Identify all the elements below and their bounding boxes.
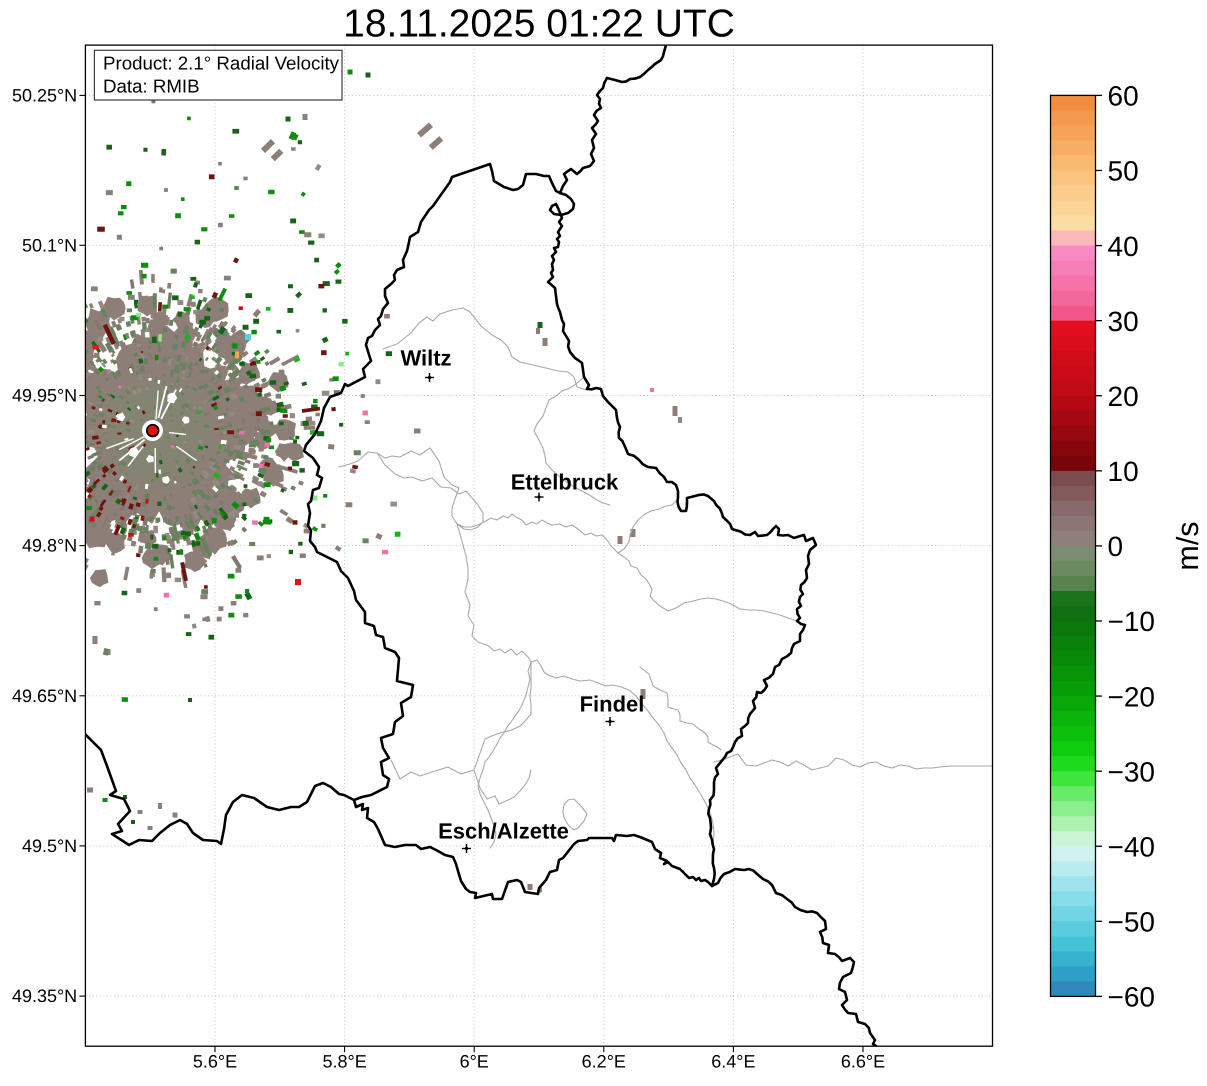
svg-text:−60: −60 — [1108, 982, 1156, 1013]
svg-text:10: 10 — [1108, 456, 1139, 487]
svg-text:49.35°N: 49.35°N — [12, 986, 77, 1006]
svg-text:50.1°N: 50.1°N — [22, 235, 77, 255]
svg-text:−20: −20 — [1108, 681, 1156, 712]
svg-text:Esch/Alzette: Esch/Alzette — [438, 819, 569, 844]
svg-text:20: 20 — [1108, 381, 1139, 412]
svg-text:6.2°E: 6.2°E — [582, 1051, 626, 1071]
svg-text:50.25°N: 50.25°N — [12, 85, 77, 105]
svg-text:Wiltz: Wiltz — [400, 346, 451, 371]
svg-text:18.11.2025 01:22 UTC: 18.11.2025 01:22 UTC — [343, 3, 735, 46]
svg-text:5.6°E: 5.6°E — [193, 1051, 237, 1071]
svg-text:−40: −40 — [1108, 831, 1156, 862]
svg-text:6°E: 6°E — [460, 1051, 489, 1071]
svg-text:Data: RMIB: Data: RMIB — [103, 76, 200, 97]
svg-text:−50: −50 — [1108, 907, 1156, 938]
svg-text:49.95°N: 49.95°N — [12, 386, 77, 406]
svg-text:Ettelbruck: Ettelbruck — [511, 470, 619, 495]
svg-text:60: 60 — [1108, 81, 1139, 112]
svg-text:−30: −30 — [1108, 756, 1156, 787]
svg-text:6.6°E: 6.6°E — [841, 1051, 885, 1071]
svg-text:m/s: m/s — [1171, 521, 1205, 570]
svg-text:Findel: Findel — [580, 692, 645, 717]
svg-text:Product: 2.1° Radial Velocity: Product: 2.1° Radial Velocity — [103, 53, 340, 74]
svg-text:6.4°E: 6.4°E — [711, 1051, 755, 1071]
svg-text:40: 40 — [1108, 231, 1139, 262]
svg-text:50: 50 — [1108, 156, 1139, 187]
svg-text:49.8°N: 49.8°N — [22, 536, 77, 556]
svg-text:5.8°E: 5.8°E — [322, 1051, 366, 1071]
svg-text:0: 0 — [1108, 531, 1124, 562]
svg-text:30: 30 — [1108, 306, 1139, 337]
svg-text:49.5°N: 49.5°N — [22, 836, 77, 856]
svg-text:49.65°N: 49.65°N — [12, 686, 77, 706]
svg-text:−10: −10 — [1108, 606, 1156, 637]
